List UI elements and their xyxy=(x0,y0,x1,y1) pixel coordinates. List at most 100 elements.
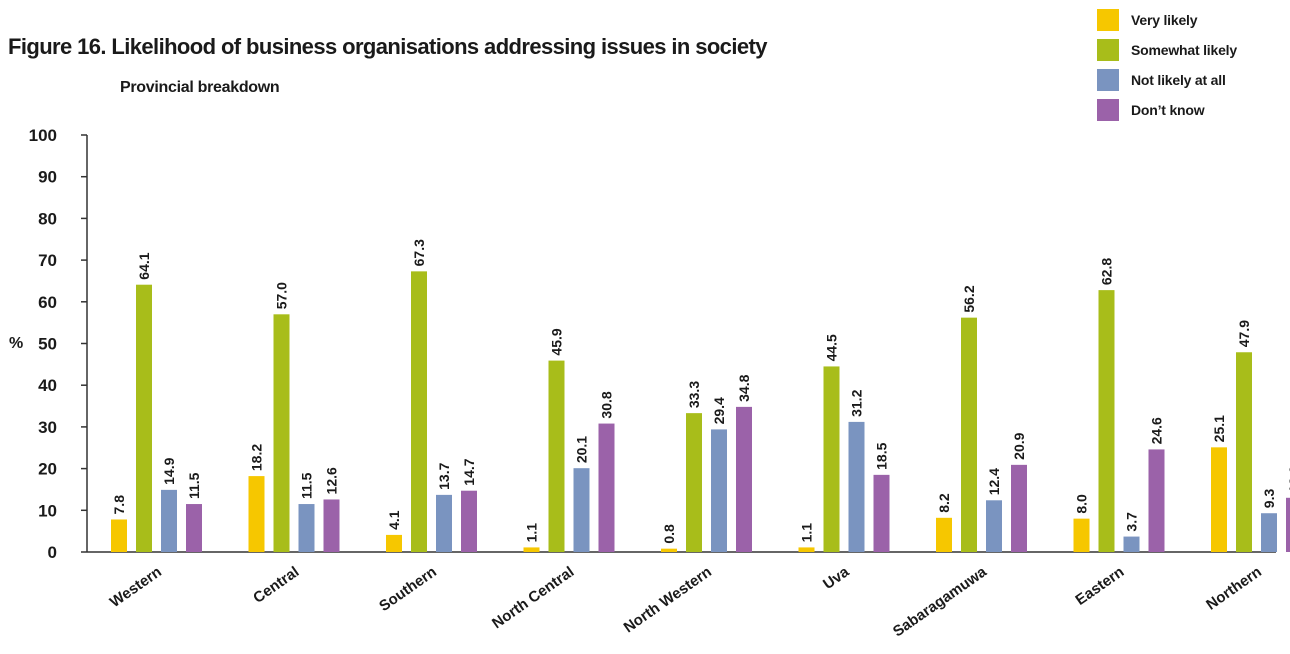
y-tick-label: 100 xyxy=(29,126,57,145)
data-label: 30.8 xyxy=(599,391,615,418)
bar-somewhat-likely-north-central xyxy=(548,360,565,552)
data-label: 1.1 xyxy=(524,523,540,543)
bar-somewhat-likely-western xyxy=(136,284,152,552)
bar-very-likely-uva xyxy=(798,547,815,552)
data-label: 64.1 xyxy=(136,252,152,279)
x-tick-label: North Western xyxy=(621,563,715,636)
bar-not-likely-at-all-uva xyxy=(848,421,865,552)
bar-very-likely-southern xyxy=(386,534,402,552)
bar-somewhat-likely-southern xyxy=(411,271,427,552)
data-label: 33.3 xyxy=(686,381,702,408)
bar-don-t-know-sabaragamuwa xyxy=(1011,464,1027,552)
bar-don-t-know-uva xyxy=(873,474,890,552)
data-label: 11.5 xyxy=(186,472,202,499)
data-label: 8.0 xyxy=(1074,494,1090,514)
bar-don-t-know-north-western xyxy=(736,406,752,552)
bar-don-t-know-eastern xyxy=(1148,449,1165,552)
data-label: 24.6 xyxy=(1149,417,1165,444)
bar-somewhat-likely-central xyxy=(273,314,290,552)
y-tick-label: 10 xyxy=(38,501,57,520)
bar-somewhat-likely-north-western xyxy=(686,413,702,552)
data-label: 11.5 xyxy=(299,472,315,499)
data-label: 14.7 xyxy=(461,458,477,485)
bar-very-likely-central xyxy=(248,476,265,552)
bar-not-likely-at-all-western xyxy=(161,489,177,552)
legend-swatch xyxy=(1097,9,1119,31)
chart-subtitle: Provincial breakdown xyxy=(120,79,280,96)
legend-label: Very likely xyxy=(1131,12,1198,28)
bar-very-likely-eastern xyxy=(1073,518,1090,552)
bar-very-likely-northern xyxy=(1211,447,1227,552)
data-label: 34.8 xyxy=(736,374,752,401)
bar-somewhat-likely-northern xyxy=(1236,352,1252,552)
data-label: 56.2 xyxy=(961,285,977,312)
bar-not-likely-at-all-central xyxy=(298,504,315,552)
chart-title: Figure 16. Likelihood of business organi… xyxy=(8,34,767,59)
data-label: 9.3 xyxy=(1261,489,1277,509)
bar-very-likely-sabaragamuwa xyxy=(936,517,952,552)
data-label: 0.8 xyxy=(661,524,677,544)
data-label: 29.4 xyxy=(711,397,727,424)
data-label: 8.2 xyxy=(936,493,952,513)
data-label: 57.0 xyxy=(274,282,290,309)
data-label: 67.3 xyxy=(411,239,427,266)
y-tick-label: 30 xyxy=(38,418,57,437)
data-label: 13.7 xyxy=(436,462,452,489)
data-label: 4.1 xyxy=(386,510,402,530)
bar-don-t-know-northern xyxy=(1286,497,1290,552)
legend-label: Don’t know xyxy=(1131,102,1205,118)
bar-very-likely-north-western xyxy=(661,548,677,552)
data-label: 44.5 xyxy=(824,334,840,361)
bar-not-likely-at-all-north-central xyxy=(573,468,590,552)
y-tick-label: 0 xyxy=(48,543,57,562)
data-label: 12.6 xyxy=(324,467,340,494)
legend-swatch xyxy=(1097,69,1119,91)
legend-label: Somewhat likely xyxy=(1131,42,1237,58)
bar-not-likely-at-all-northern xyxy=(1261,513,1277,552)
data-label: 3.7 xyxy=(1124,512,1140,532)
x-tick-label: Uva xyxy=(820,563,853,593)
data-label: 7.8 xyxy=(111,495,127,515)
x-tick-label: Central xyxy=(250,563,302,607)
x-tick-label: North Central xyxy=(489,563,577,632)
data-label: 47.9 xyxy=(1236,320,1252,347)
x-tick-label: Western xyxy=(107,563,165,611)
y-tick-label: 50 xyxy=(38,335,57,354)
data-label: 45.9 xyxy=(549,328,565,355)
data-label: 1.1 xyxy=(799,523,815,543)
data-label: 14.9 xyxy=(161,457,177,484)
y-tick-label: 60 xyxy=(38,293,57,312)
x-tick-label: Southern xyxy=(376,563,440,615)
x-tick-label: Northern xyxy=(1203,563,1265,613)
bar-not-likely-at-all-north-western xyxy=(711,429,727,552)
bar-don-t-know-western xyxy=(186,504,202,552)
bar-don-t-know-southern xyxy=(461,490,477,552)
y-tick-label: 40 xyxy=(38,376,57,395)
data-label: 25.1 xyxy=(1211,415,1227,442)
bar-don-t-know-central xyxy=(323,499,340,552)
legend-swatch xyxy=(1097,99,1119,121)
y-tick-label: 90 xyxy=(38,168,57,187)
data-label: 12.4 xyxy=(986,468,1002,495)
legend-swatch xyxy=(1097,39,1119,61)
y-tick-label: 80 xyxy=(38,209,57,228)
x-tick-label: Sabaragamuwa xyxy=(890,563,990,640)
bar-not-likely-at-all-eastern xyxy=(1123,536,1140,552)
bar-not-likely-at-all-sabaragamuwa xyxy=(986,500,1002,552)
y-tick-label: 20 xyxy=(38,460,57,479)
x-tick-label: Eastern xyxy=(1072,563,1127,608)
data-label: 31.2 xyxy=(849,389,865,416)
bar-somewhat-likely-sabaragamuwa xyxy=(961,317,977,552)
bar-don-t-know-north-central xyxy=(598,423,615,552)
bar-very-likely-north-central xyxy=(523,547,540,552)
bar-somewhat-likely-eastern xyxy=(1098,290,1115,552)
y-tick-label: 70 xyxy=(38,251,57,270)
data-label: 13.0 xyxy=(1286,465,1290,492)
data-label: 62.8 xyxy=(1099,258,1115,285)
bar-very-likely-western xyxy=(111,519,127,552)
bar-not-likely-at-all-southern xyxy=(436,494,452,552)
data-label: 20.1 xyxy=(574,436,590,463)
legend-label: Not likely at all xyxy=(1131,72,1226,88)
y-axis-label: % xyxy=(9,335,24,352)
